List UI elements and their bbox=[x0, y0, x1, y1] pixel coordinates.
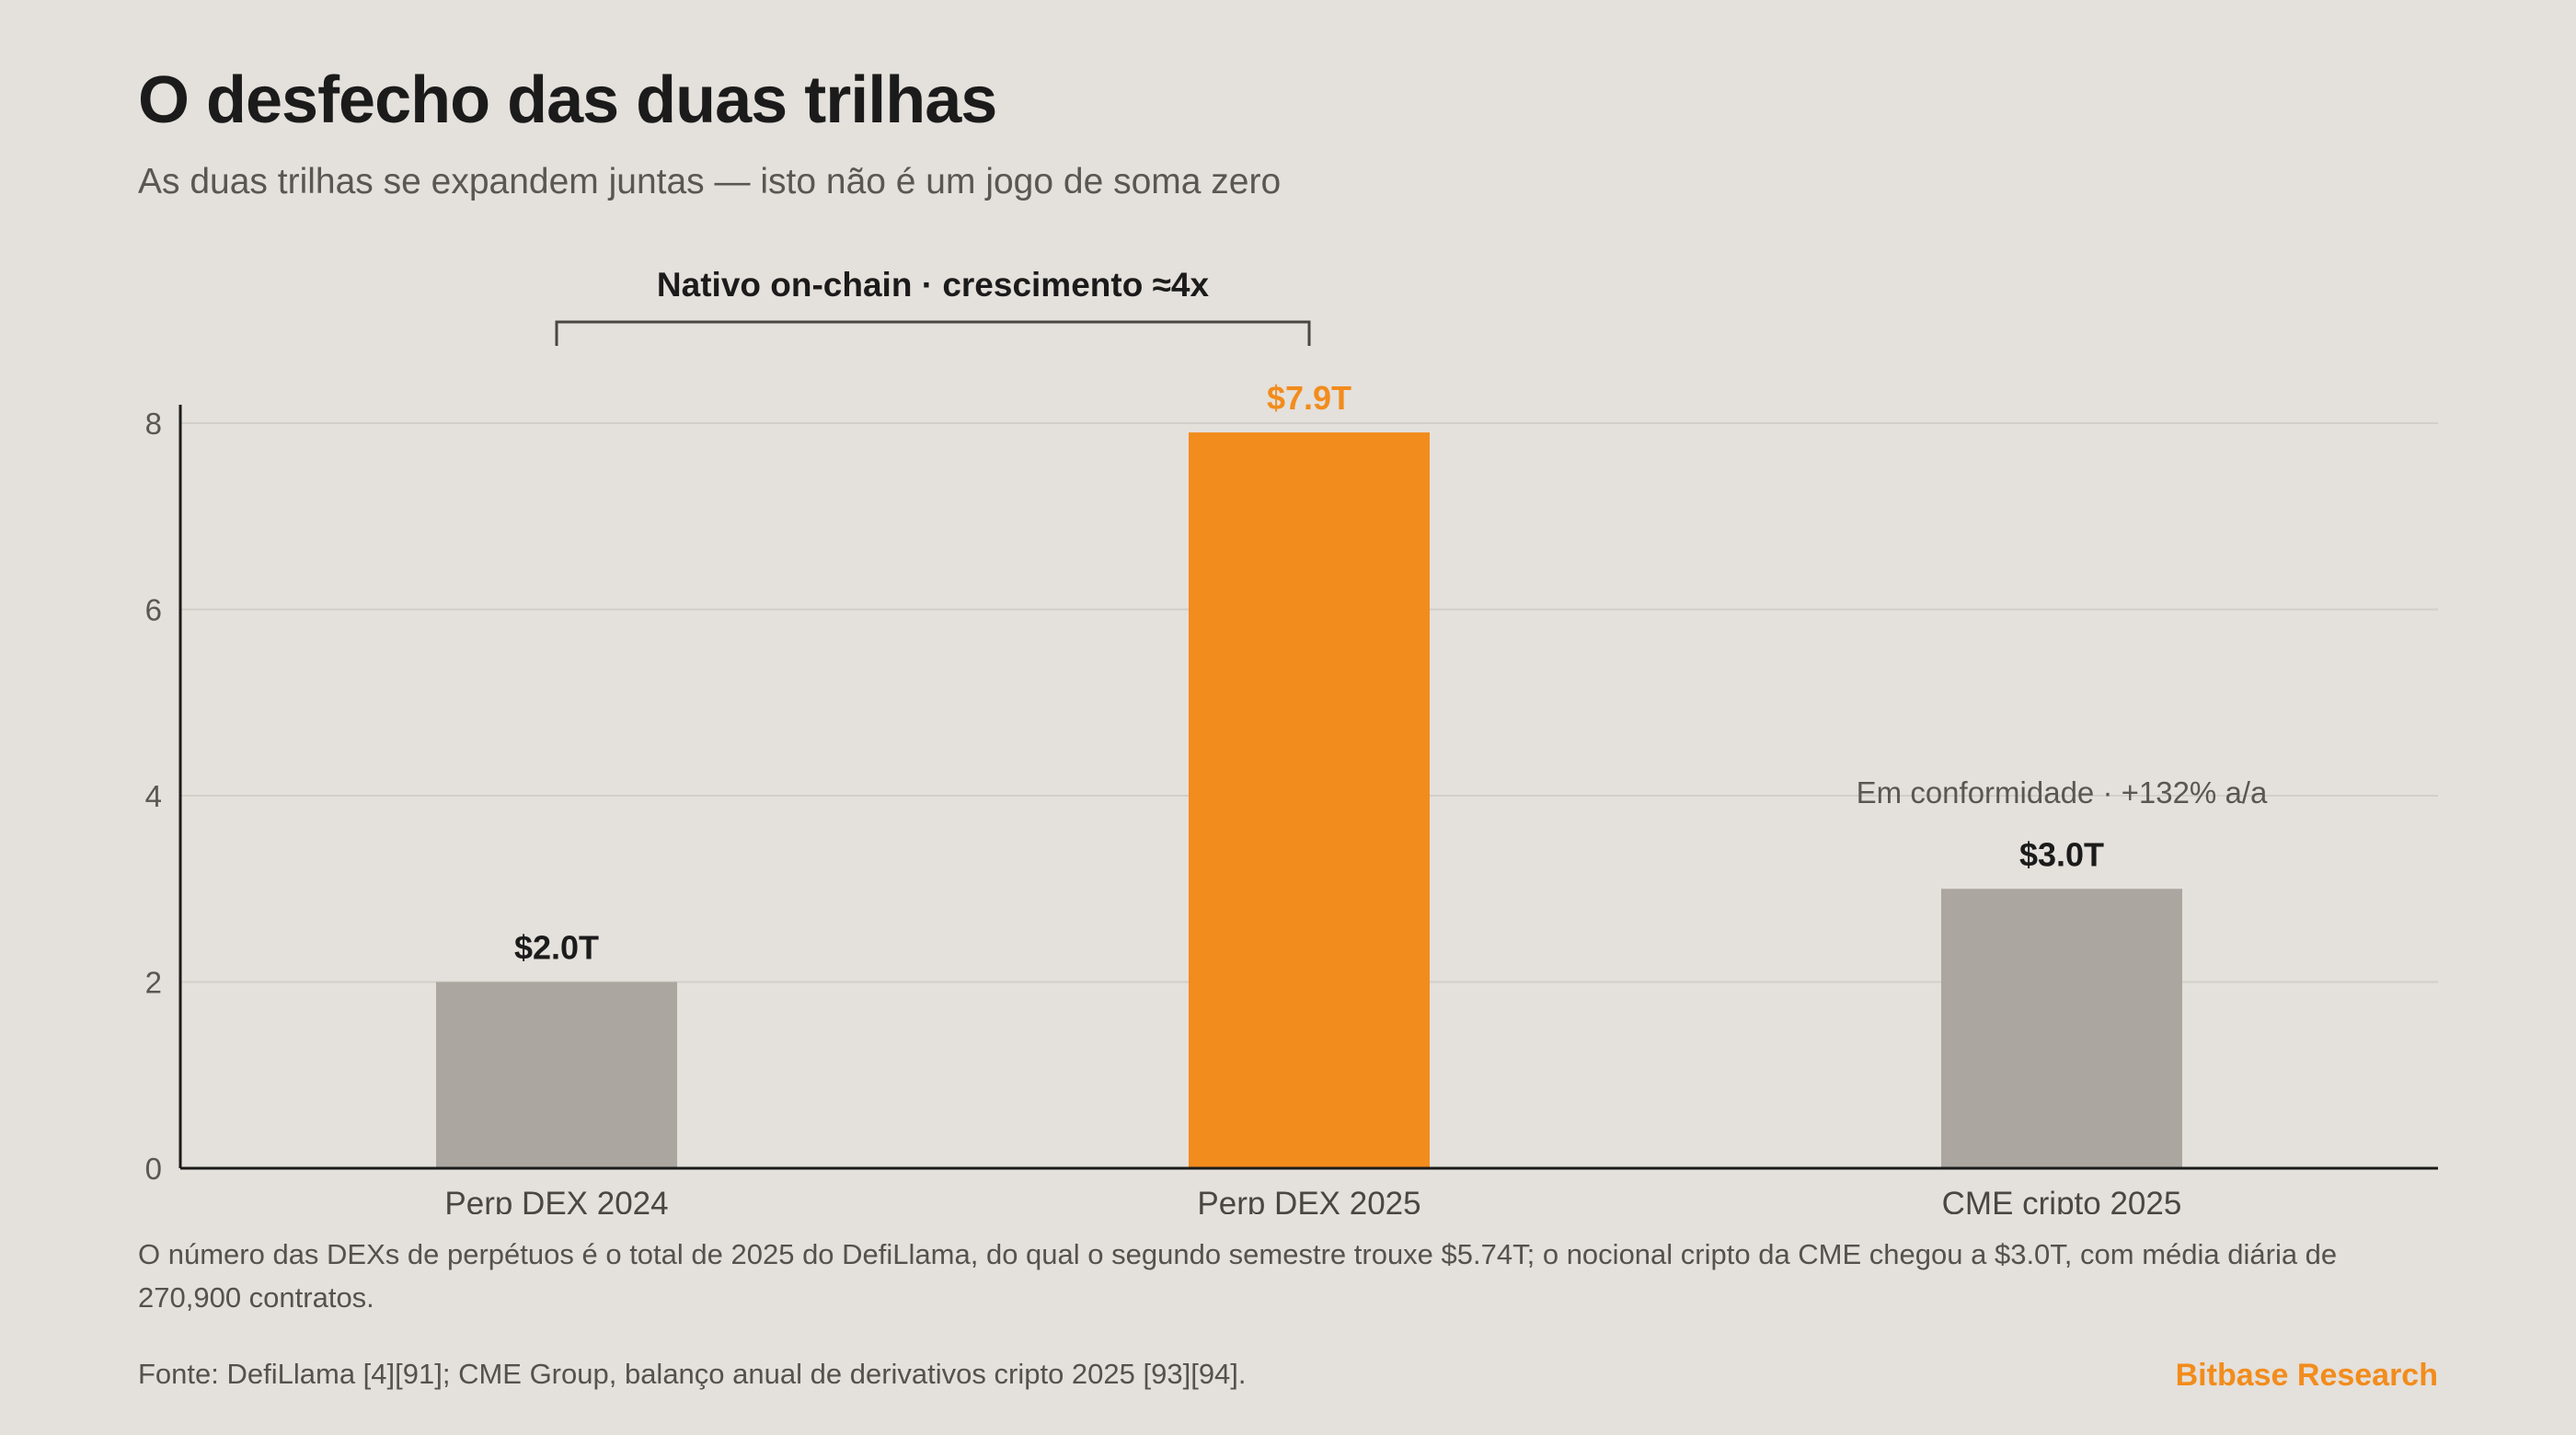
bar-2 bbox=[1189, 432, 1430, 1168]
bar-chart: 0 2 4 6 8 $2.0T Perp DEX 2024 $7.9T Perp DEX 202… bbox=[145, 266, 2438, 1214]
source-note: Fonte: DefiLlama [4][91]; CME Group, bal… bbox=[138, 1358, 1247, 1390]
data-label: $7.9T bbox=[1267, 379, 1351, 417]
data-label: $3.0T bbox=[2019, 835, 2104, 873]
bar-3 bbox=[1941, 889, 2182, 1168]
data-label: $2.0T bbox=[514, 929, 599, 967]
y-tick-label: 6 bbox=[145, 593, 162, 627]
y-tick-label: 4 bbox=[145, 779, 162, 813]
y-tick-label: 0 bbox=[145, 1152, 162, 1186]
x-tick-label: Perp DEX 2024 bbox=[444, 1186, 668, 1214]
x-tick-label: Perp DEX 2025 bbox=[1197, 1186, 1420, 1214]
chart-caption: O número das DEXs de perpétuos é o total… bbox=[138, 1238, 2338, 1314]
brand-logo-text: Bitbase Research bbox=[2175, 1358, 2438, 1393]
x-tick-label: CME cripto 2025 bbox=[1942, 1186, 2182, 1214]
y-tick-label: 2 bbox=[145, 966, 162, 1000]
y-tick-label: 8 bbox=[145, 407, 162, 441]
chart-title: O desfecho das duas trilhas bbox=[138, 63, 997, 137]
bracket-annotation: Nativo on-chain · crescimento ≈4x bbox=[657, 266, 1210, 304]
bar-1 bbox=[436, 982, 677, 1168]
chart-subtitle: As duas trilhas se expandem juntas — ist… bbox=[138, 162, 1282, 201]
growth-bracket bbox=[555, 320, 1311, 346]
compliance-annotation: Em conformidade · +132% a/a bbox=[1857, 775, 2268, 809]
